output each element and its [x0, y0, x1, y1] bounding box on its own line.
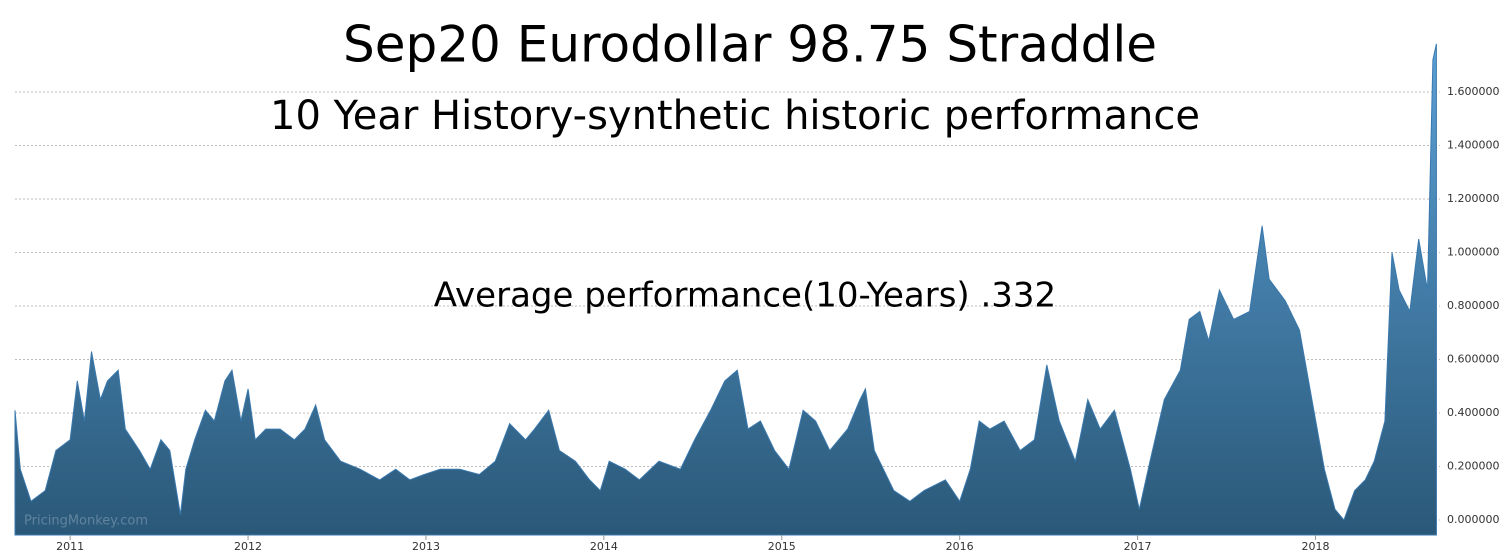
y-tick-label: 1.400000 [1447, 139, 1500, 152]
x-tick-label: 2013 [412, 540, 440, 553]
chart-subtitle: 10 Year History-synthetic historic perfo… [270, 93, 1200, 139]
area [14, 43, 1437, 536]
y-tick-label: 0.400000 [1447, 406, 1500, 419]
x-tick-label: 2012 [234, 540, 262, 553]
annotation: Average performance(10-Years) .332 [434, 276, 1056, 316]
x-tick-label: 2014 [590, 540, 618, 553]
watermark: PricingMonkey.com [24, 514, 148, 529]
y-tick-label: 0.000000 [1447, 513, 1500, 526]
y-tick-label: 0.800000 [1447, 299, 1500, 312]
x-tick-label: 2011 [56, 540, 84, 553]
x-tick-label: 2017 [1124, 540, 1152, 553]
x-tick-label: 2016 [946, 540, 974, 553]
y-tick-label: 1.000000 [1447, 246, 1500, 259]
x-tick-label: 2018 [1301, 540, 1329, 553]
y-tick-label: 0.600000 [1447, 353, 1500, 366]
y-tick-label: 1.600000 [1447, 85, 1500, 98]
y-tick-label: 1.200000 [1447, 192, 1500, 205]
y-tick-label: 0.200000 [1447, 460, 1500, 473]
chart-title: Sep20 Eurodollar 98.75 Straddle [343, 16, 1157, 74]
x-tick-label: 2015 [768, 540, 796, 553]
